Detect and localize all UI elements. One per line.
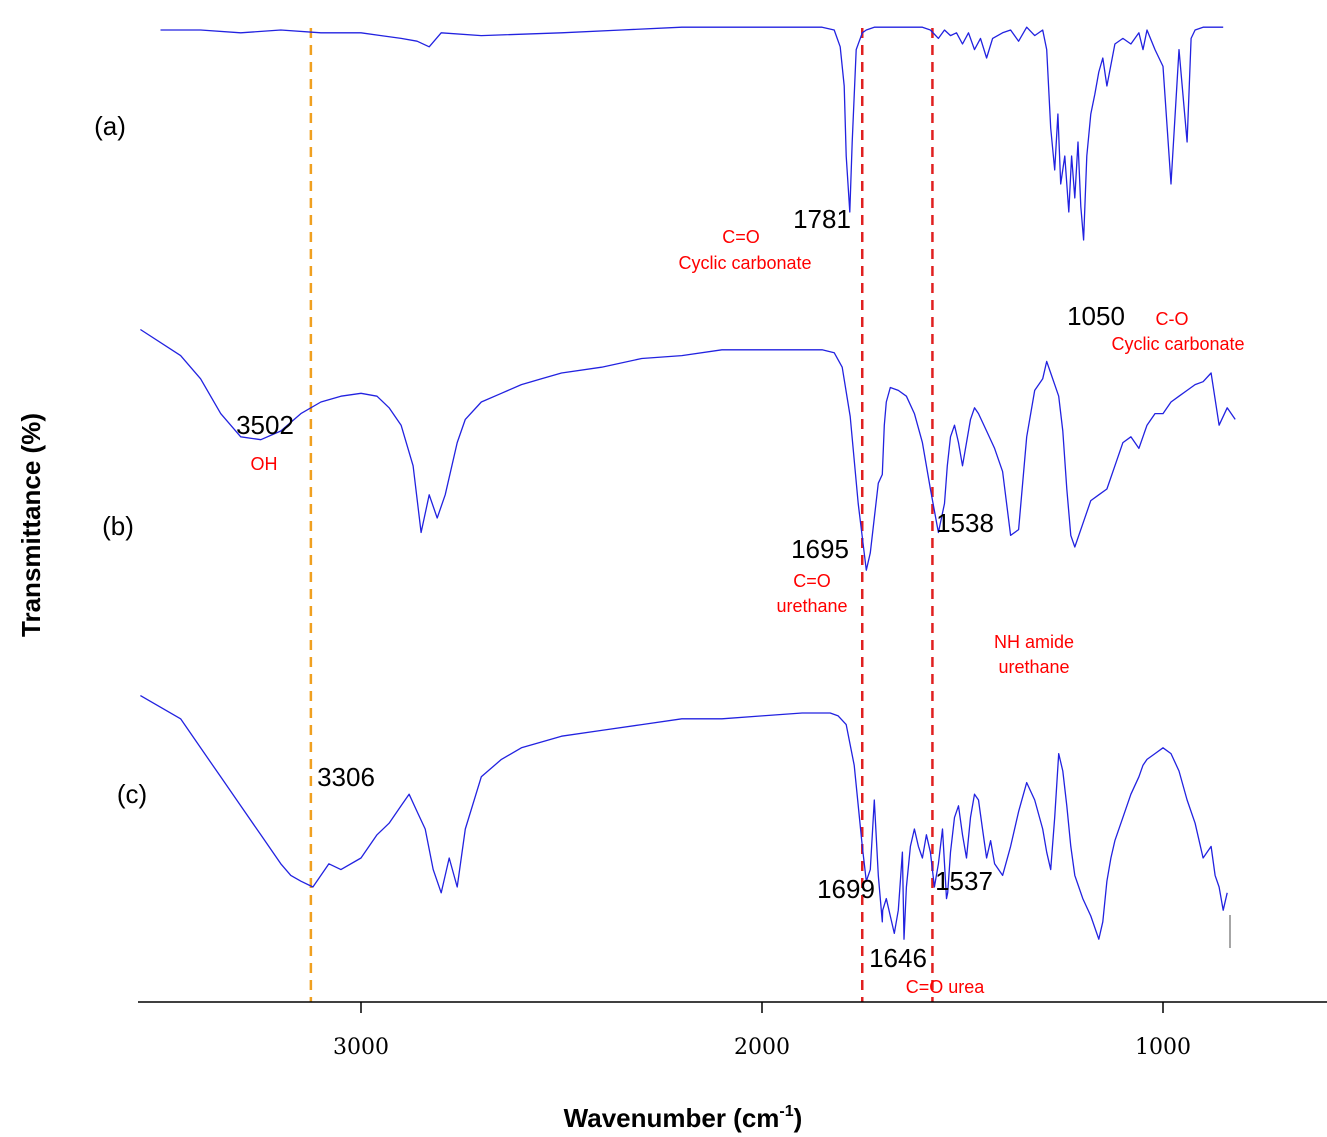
annotation-3: C-O [1156, 309, 1189, 329]
x-tick-label-3000: 3000 [333, 1035, 389, 1060]
x-axis-title-sup: -1 [779, 1103, 793, 1120]
annotation-8: NH amide [994, 632, 1074, 652]
peak-label-1781: 1781 [793, 204, 851, 234]
annotation-4: Cyclic carbonate [1111, 334, 1244, 354]
series-label-2: (b) [102, 511, 134, 541]
peak-label-1050: 1050 [1067, 301, 1125, 331]
x-axis-title: Wavenumber (cm-1) [564, 1103, 803, 1133]
peak-label-3306: 3306 [317, 762, 375, 792]
peak-labels: 1781 1050 3502 1695 1538 3306 1699 1537 1646 [236, 204, 1125, 973]
spectrum-line-1 [160, 26, 1224, 241]
peak-label-1695: 1695 [791, 534, 849, 564]
annotations: C=O Cyclic carbonate C-O Cyclic carbonate OH… [251, 227, 1245, 997]
peak-label-3502: 3502 [236, 410, 294, 440]
series-label-1: (a) [94, 111, 126, 141]
x-tick-label-1000: 1000 [1135, 1035, 1191, 1060]
x-axis-title-main: Wavenumber (cm [564, 1103, 780, 1133]
annotation-2: Cyclic carbonate [678, 253, 811, 273]
spectra [140, 26, 1236, 940]
annotation-9: urethane [998, 657, 1069, 677]
x-ticks: 3000 2000 1000 [333, 1002, 1191, 1060]
x-tick-label-2000: 2000 [734, 1035, 790, 1060]
x-axis-title-close: ) [794, 1103, 803, 1133]
annotation-10: C=O urea [906, 977, 986, 997]
peak-label-1646: 1646 [869, 943, 927, 973]
spectrum-line-3 [140, 695, 1228, 940]
y-axis-title: Transmittance (%) [16, 413, 46, 637]
series-label-3: (c) [117, 779, 147, 809]
annotation-1: C=O [722, 227, 760, 247]
peak-label-1538: 1538 [936, 508, 994, 538]
annotation-7: urethane [776, 596, 847, 616]
peak-label-1699: 1699 [817, 874, 875, 904]
annotation-6: C=O [793, 571, 831, 591]
reference-lines [309, 28, 934, 1002]
series-labels: (a) (b) (c) [94, 111, 147, 809]
annotation-5: OH [251, 454, 278, 474]
spectrum-line-2 [140, 328, 1236, 571]
peak-label-1537: 1537 [935, 866, 993, 896]
